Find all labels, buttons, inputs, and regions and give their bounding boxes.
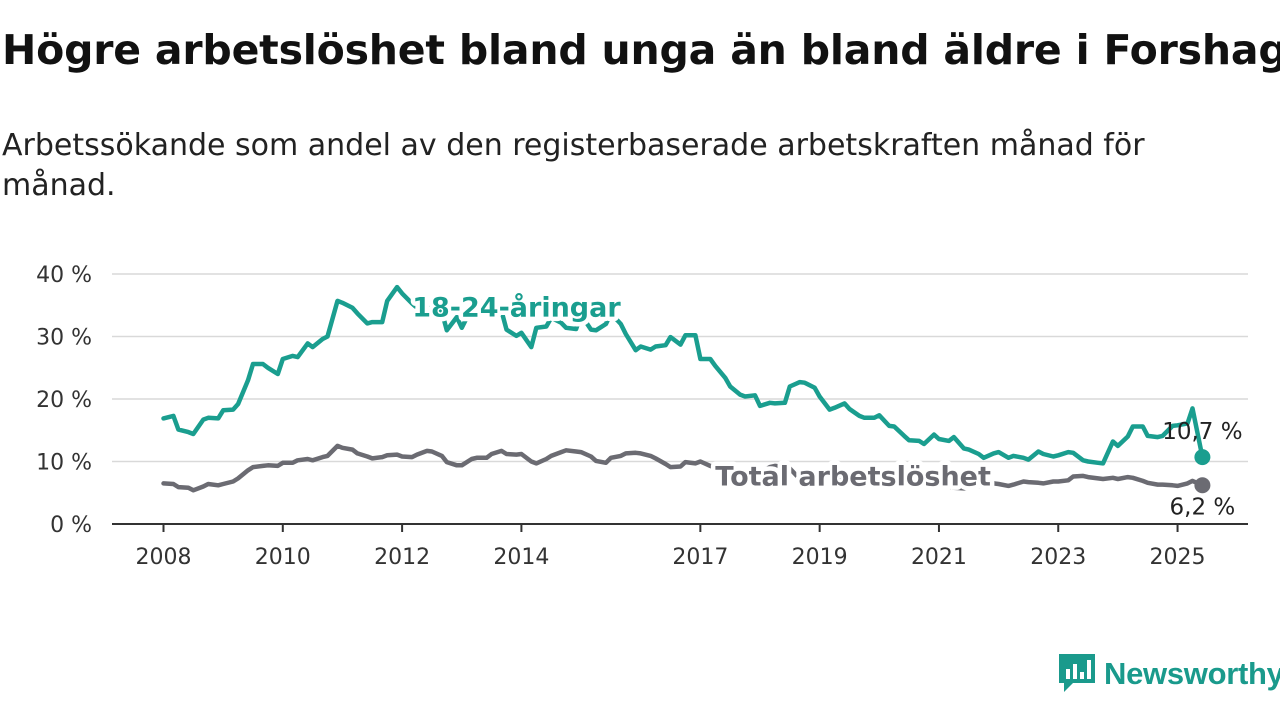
series-end-label-1: 6,2 % bbox=[1170, 494, 1236, 520]
series-end-dot-1 bbox=[1194, 477, 1211, 494]
series-lines bbox=[161, 284, 1211, 494]
chart-title: Högre arbetslöshet bland unga än bland ä… bbox=[2, 26, 1280, 74]
x-tick-label: 2014 bbox=[493, 545, 549, 570]
series-end-label-0: 10,7 % bbox=[1162, 419, 1242, 445]
x-tick-label: 2010 bbox=[255, 545, 311, 570]
y-tick-label: 30 % bbox=[36, 326, 92, 351]
x-tick-label: 2012 bbox=[374, 545, 430, 570]
x-tick-label: 2017 bbox=[672, 545, 728, 570]
y-tick-label: 20 % bbox=[36, 388, 92, 413]
series-line-1 bbox=[161, 443, 1205, 493]
newsworthy-logo-icon bbox=[1059, 654, 1095, 692]
x-tick-label: 2025 bbox=[1150, 545, 1206, 570]
x-tick-label: 2021 bbox=[911, 545, 967, 570]
x-tick-label: 2023 bbox=[1030, 545, 1086, 570]
line-chart: 0 % 10 % 20 % 30 % 40 % 2008 2010 2012 2014 2017… bbox=[36, 263, 1248, 570]
y-tick-label: 40 % bbox=[36, 263, 92, 288]
chart-subtitle: Arbetssökande som andel av den registerb… bbox=[2, 128, 1145, 203]
x-tick-label: 2008 bbox=[136, 545, 192, 570]
series-name-label-1: Total arbetslöshet bbox=[715, 461, 991, 492]
brand-name: Newsworthy bbox=[1104, 656, 1280, 691]
grid-lines bbox=[112, 273, 1248, 525]
y-axis-ticks: 0 % 10 % 20 % 30 % 40 % bbox=[36, 263, 92, 538]
series-name-label-0: 18-24-åringar bbox=[412, 292, 621, 324]
newsworthy-logo: Newsworthy bbox=[1059, 654, 1280, 694]
series-labels: 10,7 % 6,2 % 18-24-åringar Total arbetslösh… bbox=[408, 287, 1243, 520]
y-tick-label: 0 % bbox=[50, 513, 92, 538]
series-line-0 bbox=[161, 284, 1205, 466]
y-tick-label: 10 % bbox=[36, 451, 92, 476]
series-end-dot-0 bbox=[1194, 449, 1211, 466]
x-axis-ticks: 2008 2010 2012 2014 2017 2019 2021 2023 2025 bbox=[136, 524, 1206, 570]
x-tick-label: 2019 bbox=[792, 545, 848, 570]
